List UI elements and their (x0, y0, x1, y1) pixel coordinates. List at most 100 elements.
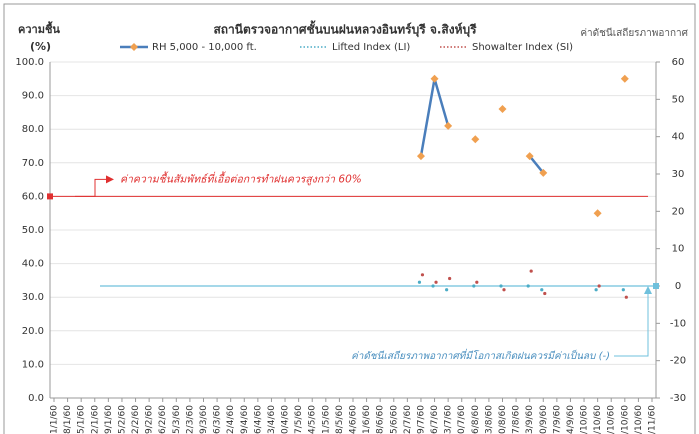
data-point (621, 288, 625, 292)
data-point (444, 121, 453, 130)
x-tick-label: 1/1/60 (50, 405, 60, 434)
x-tick-label: 22/1/60 (90, 405, 100, 434)
data-point (498, 105, 507, 114)
y2-tick-label: -10 (670, 318, 686, 329)
data-point (620, 74, 629, 83)
x-tick-label: 19/3/60 (199, 405, 209, 434)
chart-title: สถานีตรวจอากาศชั้นบนฝนหลวงอินทร์บุรี จ.ส… (213, 20, 477, 38)
x-tick-label: 27/8/60 (512, 405, 522, 434)
y2-tick-label: 40 (672, 132, 685, 143)
y-tick-label: 50.0 (22, 225, 44, 236)
x-tick-label: 17/9/60 (552, 405, 562, 434)
x-tick-label: 23/4/60 (267, 405, 277, 434)
legend-label: Showalter Index (SI) (472, 42, 573, 53)
reference-marker (653, 283, 659, 289)
x-tick-label: 5/11/60 (648, 405, 658, 434)
x-tick-label: 22/10/60 (620, 405, 630, 434)
y-tick-label: 100.0 (15, 57, 44, 68)
x-tick-label: 13/8/60 (484, 405, 494, 434)
y-tick-label: 40.0 (22, 259, 44, 270)
frame (3, 3, 696, 434)
x-tick-label: 8/10/60 (593, 405, 603, 434)
legend-label: Lifted Index (LI) (332, 42, 410, 53)
y2-tick-label: -20 (670, 356, 686, 367)
x-tick-label: 25/6/60 (389, 405, 399, 434)
x-tick-label: 29/10/60 (634, 405, 644, 434)
y-tick-label: 70.0 (22, 158, 44, 169)
data-point (445, 288, 449, 292)
x-tick-label: 5/2/60 (117, 405, 127, 434)
y-tick-label: 20.0 (22, 326, 44, 337)
legend-label: RH 5,000 - 10,000 ft. (152, 42, 257, 53)
x-tick-label: 23/7/60 (444, 405, 454, 434)
x-tick-label: 12/2/60 (131, 405, 141, 434)
x-tick-label: 19/2/60 (145, 405, 155, 434)
y-tick-label: 90.0 (22, 91, 44, 102)
x-tick-label: 11/6/60 (362, 405, 372, 434)
data-point (448, 276, 452, 281)
data-point (475, 280, 479, 284)
y-tick-label: 80.0 (22, 124, 44, 135)
y-tick-label: 60.0 (22, 191, 44, 202)
y2-tick-label: -30 (670, 393, 686, 404)
y2-tick-label: 20 (672, 206, 685, 217)
y2-tick-label: 10 (672, 244, 685, 255)
x-tick-label: 9/7/60 (416, 405, 426, 434)
x-tick-label: 4/6/60 (349, 405, 359, 434)
x-tick-label: 29/1/60 (104, 405, 114, 434)
y2-label: ค่าดัชนีเสถียรภาพอากาศ (580, 27, 688, 39)
x-tick-label: 5/3/60 (172, 405, 182, 434)
y-tick-label: 30.0 (22, 292, 44, 303)
x-tick-label: 30/7/60 (457, 405, 467, 434)
x-tick-label: 24/9/60 (566, 405, 576, 434)
data-point (420, 273, 425, 277)
data-point (624, 295, 628, 299)
arrow-head (644, 286, 652, 294)
y-tick-label: 10.0 (22, 359, 44, 370)
x-tick-label: 3/9/60 (525, 405, 535, 434)
x-tick-label: 10/9/60 (539, 405, 549, 434)
x-tick-label: 16/7/60 (430, 405, 440, 434)
y-unit: (%) (30, 40, 51, 53)
data-point (431, 284, 435, 288)
x-tick-label: 6/8/60 (471, 405, 481, 434)
data-point (597, 284, 601, 288)
data-point (472, 284, 476, 288)
annotation: ค่าดัชนีเสถียรภาพอากาศที่มีโอกาสเกิดฝนคว… (351, 348, 610, 362)
data-point (525, 152, 534, 161)
x-tick-label: 30/4/60 (281, 405, 291, 434)
data-point (526, 284, 530, 288)
data-point (499, 284, 503, 288)
annotation-arrow (75, 178, 108, 197)
data-point (594, 288, 598, 292)
data-point (593, 209, 602, 218)
x-tick-label: 1/10/60 (580, 405, 590, 434)
data-point (471, 135, 480, 144)
y2-tick-label: 30 (672, 169, 685, 180)
data-point (529, 269, 533, 273)
data-point (502, 288, 506, 292)
y-tick-label: 0.0 (28, 393, 44, 404)
data-point (543, 291, 547, 296)
data-point (540, 288, 544, 292)
x-tick-label: 2/7/60 (403, 405, 413, 434)
x-tick-label: 26/2/60 (158, 405, 168, 434)
x-tick-label: 16/4/60 (253, 405, 263, 434)
x-tick-label: 2/4/60 (226, 405, 236, 434)
x-tick-label: 14/5/60 (308, 405, 318, 434)
reference-marker (47, 193, 53, 200)
y2-tick-label: 50 (672, 94, 685, 105)
x-tick-label: 28/5/60 (335, 405, 345, 434)
x-tick-label: 26/3/60 (213, 405, 223, 434)
x-tick-label: 18/6/60 (376, 405, 386, 434)
legend-swatch (130, 43, 138, 51)
data-point (416, 152, 425, 161)
x-tick-label: 20/8/60 (498, 405, 508, 434)
x-tick-label: 8/1/60 (63, 405, 73, 434)
x-tick-label: 12/3/60 (185, 405, 195, 434)
data-point (430, 74, 439, 83)
annotation: ค่าความชื้นสัมพัทธ์ที่เอื้อต่อการทำฝนควร… (120, 170, 362, 185)
x-tick-label: 7/5/60 (294, 405, 304, 434)
annotation-arrow (614, 290, 649, 357)
